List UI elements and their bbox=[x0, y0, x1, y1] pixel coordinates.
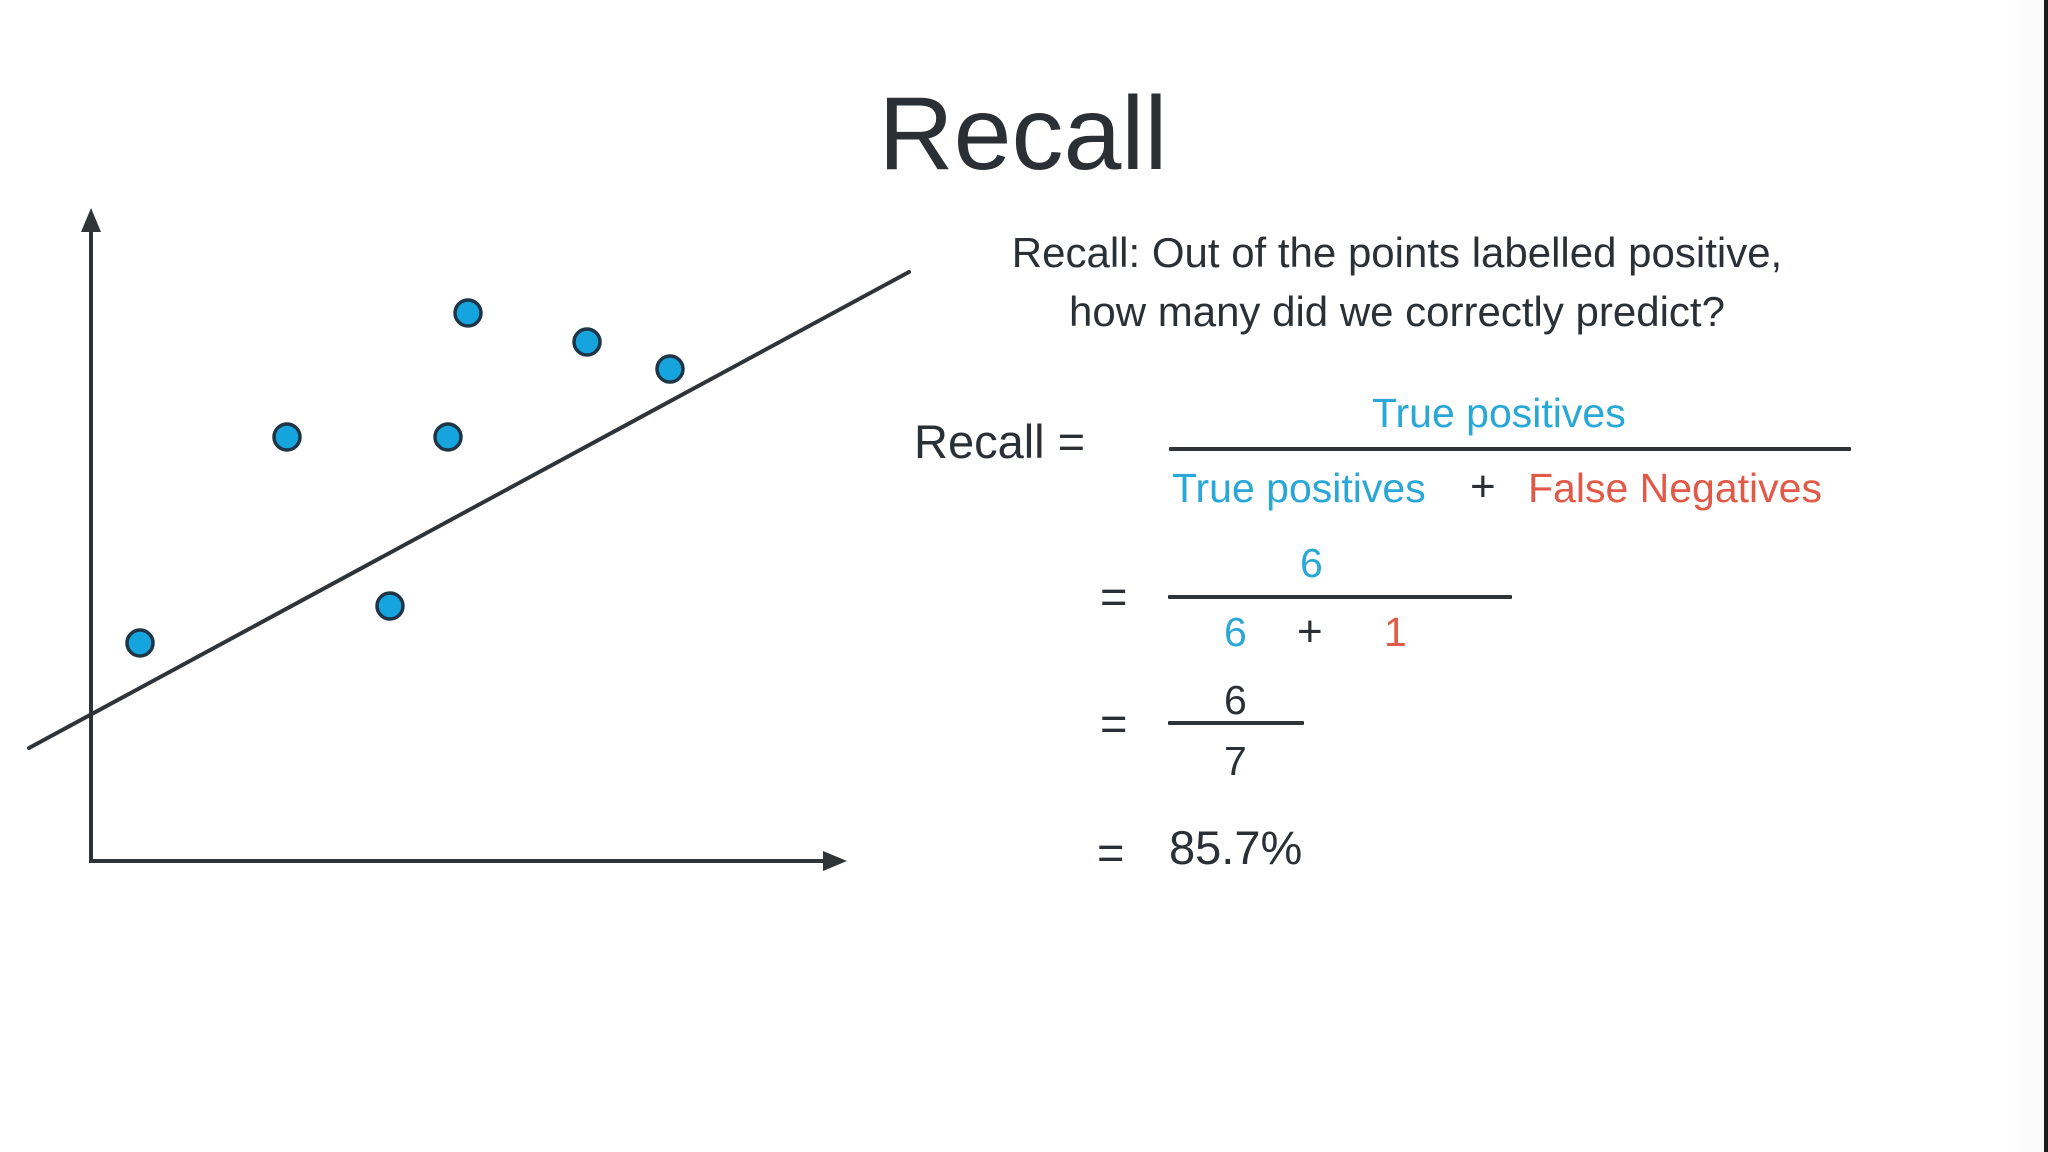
data-point bbox=[272, 422, 302, 452]
recall-result: 85.7% bbox=[1169, 821, 1303, 874]
y-axis bbox=[81, 208, 101, 862]
slide-title: Recall bbox=[878, 76, 1168, 192]
recall-definition: Recall: Out of the points labelled posit… bbox=[897, 223, 1897, 341]
denominator-six: 6 bbox=[1224, 609, 1247, 655]
numerator-six: 6 bbox=[1300, 540, 1323, 586]
data-point bbox=[125, 628, 155, 658]
denominator-seven: 7 bbox=[1224, 738, 1247, 784]
slide-right-border bbox=[2044, 0, 2048, 1152]
decision-boundary-line bbox=[27, 270, 911, 750]
equals-sign-4: = bbox=[1097, 826, 1125, 879]
numerator-true-positives: True positives bbox=[1372, 390, 1626, 436]
equals-sign-2: = bbox=[1100, 570, 1128, 623]
fraction-bar-1 bbox=[1169, 447, 1851, 451]
x-axis-arrow-icon bbox=[823, 851, 847, 871]
denominator-one: 1 bbox=[1384, 609, 1407, 655]
data-point bbox=[655, 354, 685, 384]
numerator-six-plain: 6 bbox=[1224, 677, 1247, 723]
plus-operator-2: + bbox=[1297, 607, 1323, 656]
x-axis bbox=[89, 851, 847, 871]
data-point bbox=[572, 327, 602, 357]
definition-line-2: how many did we correctly predict? bbox=[1069, 288, 1725, 335]
slide-edge-shade bbox=[2004, 0, 2044, 1152]
definition-line-1: Recall: Out of the points labelled posit… bbox=[1011, 229, 1783, 276]
plus-operator: + bbox=[1470, 462, 1496, 511]
scatter-chart bbox=[27, 208, 911, 871]
fraction-bar-3 bbox=[1168, 721, 1304, 725]
y-axis-arrow-icon bbox=[81, 208, 101, 232]
formula-lhs: Recall = bbox=[914, 415, 1086, 468]
data-points bbox=[125, 298, 685, 658]
data-point bbox=[433, 422, 463, 452]
equals-sign-3: = bbox=[1100, 697, 1128, 750]
denominator-false-negatives: False Negatives bbox=[1528, 465, 1822, 511]
data-point bbox=[453, 298, 483, 328]
data-point bbox=[375, 591, 405, 621]
denominator-true-positives: True positives bbox=[1172, 465, 1426, 511]
fraction-bar-2 bbox=[1168, 595, 1512, 599]
